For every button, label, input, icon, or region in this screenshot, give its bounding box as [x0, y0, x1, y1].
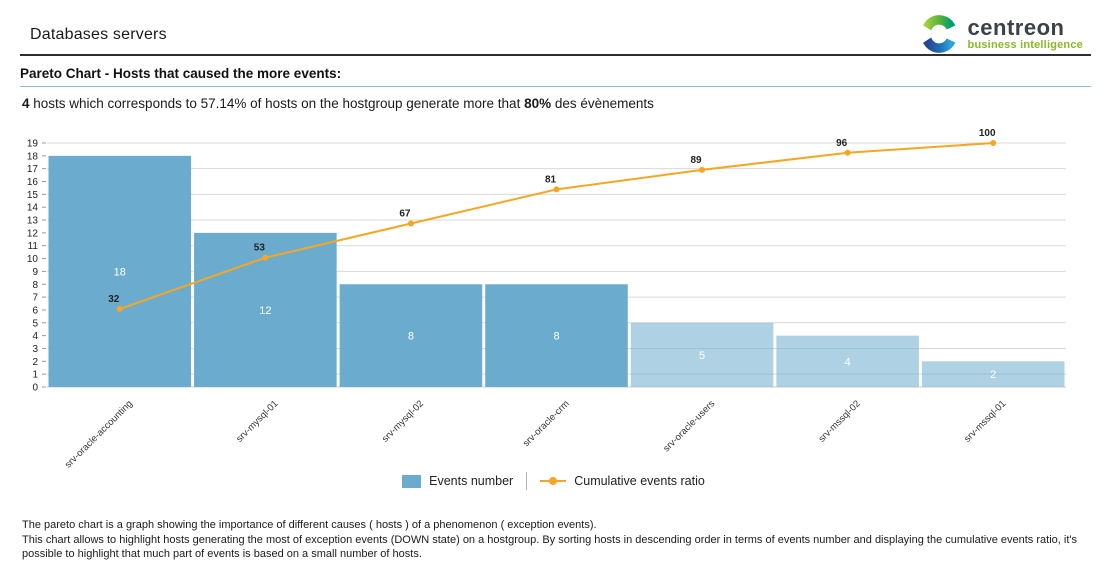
svg-text:9: 9 [32, 267, 38, 278]
summary-host-count: 4 [22, 96, 30, 111]
svg-text:89: 89 [691, 155, 703, 166]
svg-text:100: 100 [979, 128, 996, 139]
svg-text:2: 2 [32, 357, 38, 368]
summary-text: 4 hosts which corresponds to 57.14% of h… [22, 96, 654, 111]
svg-text:2: 2 [990, 369, 996, 381]
svg-text:18: 18 [27, 151, 39, 162]
pareto-chart: 0 1 2 3 4 5 6 7 8 9 10 11 12 13 14 15 16 17 18 19 18 12 8 8 5 4 2 3… [20, 125, 1067, 470]
svg-text:srv-mysql-02: srv-mysql-02 [380, 398, 426, 444]
svg-text:0: 0 [32, 383, 38, 394]
svg-text:96: 96 [836, 138, 848, 149]
svg-text:4: 4 [32, 331, 38, 342]
svg-text:8: 8 [408, 331, 414, 343]
svg-text:12: 12 [259, 305, 271, 317]
centreon-logo-text: centreon business intelligence [968, 17, 1083, 51]
legend-item-events-number: Events number [402, 474, 513, 488]
svg-text:13: 13 [27, 216, 39, 227]
header-divider [20, 54, 1091, 56]
svg-text:14: 14 [27, 203, 39, 214]
legend-label-cumulative-ratio: Cumulative events ratio [574, 474, 705, 488]
summary-percentage: 80% [524, 96, 552, 111]
summary-mid: hosts which corresponds to 57.14% of hos… [29, 96, 525, 111]
svg-text:18: 18 [114, 266, 126, 278]
summary-end: des évènements [551, 96, 654, 111]
svg-text:16: 16 [27, 177, 39, 188]
svg-text:11: 11 [28, 241, 39, 252]
svg-text:srv-mssql-01: srv-mssql-01 [962, 398, 1008, 444]
svg-text:53: 53 [254, 243, 266, 254]
description-line-2: This chart allows to highlight hosts gen… [22, 533, 1077, 546]
chart-legend: Events number Cumulative events ratio [0, 472, 1107, 490]
legend-divider [526, 472, 528, 490]
svg-text:81: 81 [545, 174, 557, 185]
svg-text:8: 8 [32, 280, 38, 291]
svg-text:srv-mssql-02: srv-mssql-02 [817, 398, 863, 444]
svg-text:3: 3 [32, 344, 38, 355]
section-heading: Pareto Chart - Hosts that caused the mor… [20, 66, 1091, 87]
svg-text:8: 8 [553, 331, 559, 343]
legend-item-cumulative-ratio: Cumulative events ratio [540, 474, 705, 488]
svg-text:67: 67 [399, 209, 411, 220]
svg-text:srv-oracle-crm: srv-oracle-crm [521, 398, 572, 449]
description-line-3: possible to highlight that much part of … [22, 548, 422, 561]
svg-text:1: 1 [32, 370, 38, 381]
svg-text:19: 19 [27, 139, 39, 150]
svg-text:32: 32 [108, 294, 120, 305]
line-marker-icon [540, 477, 567, 485]
centreon-brand-name: centreon [967, 15, 1065, 40]
description-line-1: The pareto chart is a graph showing the … [22, 519, 597, 531]
svg-text:4: 4 [845, 356, 851, 368]
chart-description: The pareto chart is a graph showing the … [22, 518, 1087, 562]
legend-label-events-number: Events number [429, 474, 514, 488]
svg-text:srv-mysql-01: srv-mysql-01 [234, 398, 280, 444]
centreon-tagline: business intelligence [967, 39, 1083, 51]
centreon-logo-icon [918, 14, 959, 54]
svg-text:7: 7 [32, 293, 38, 304]
svg-text:srv-oracle-accounting: srv-oracle-accounting [63, 398, 135, 470]
bar-swatch-icon [402, 474, 422, 488]
svg-text:12: 12 [27, 228, 39, 239]
svg-text:srv-oracle-users: srv-oracle-users [661, 398, 717, 454]
page-title: Databases servers [30, 26, 167, 43]
centreon-logo: centreon business intelligence [916, 14, 1085, 54]
svg-text:6: 6 [32, 305, 38, 316]
svg-text:10: 10 [27, 254, 39, 265]
svg-text:15: 15 [27, 190, 39, 201]
svg-text:5: 5 [699, 350, 705, 362]
svg-text:5: 5 [32, 318, 38, 329]
svg-text:17: 17 [27, 164, 39, 175]
